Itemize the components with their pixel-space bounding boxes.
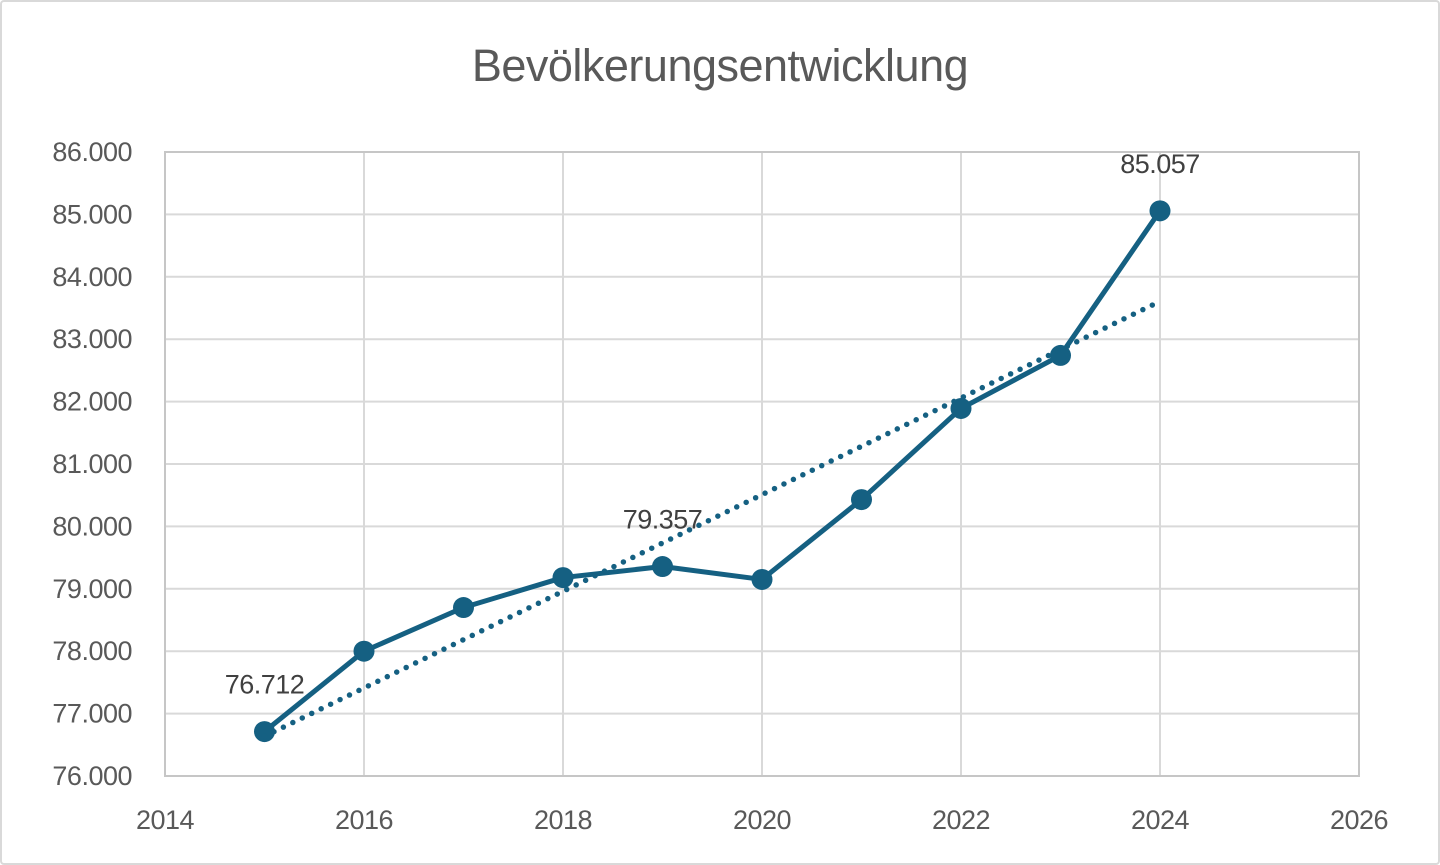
x-axis-tick-label: 2014 [136,805,195,835]
data-point-marker [552,567,574,589]
trendline-dotted [261,298,1163,740]
data-point-marker [1149,200,1171,222]
x-axis-tick-label: 2020 [733,805,791,835]
data-point-marker [254,721,275,743]
y-axis-tick-label: 77.000 [52,699,132,729]
data-point-marker [851,489,872,511]
x-axis-tick-label: 2026 [1330,805,1388,835]
y-axis-tick-label: 81.000 [52,449,132,479]
data-point-marker [353,640,375,662]
plot-area-border [164,151,1360,777]
x-axis-tick-label: 2018 [534,805,592,835]
data-point-label: 79.357 [623,505,703,535]
y-axis-tick-label: 84.000 [52,262,132,292]
data-point-marker [453,597,474,619]
y-axis-tick-label: 80.000 [52,511,132,541]
y-axis-tick-label: 85.000 [52,199,132,229]
data-point-label: 85.057 [1120,149,1200,179]
chart-title: Bevölkerungsentwicklung [471,40,969,91]
data-point-label: 76.712 [225,670,305,700]
y-axis-tick-label: 82.000 [52,387,132,417]
x-axis-tick-label: 2024 [1131,805,1190,835]
data-point-marker [751,568,773,590]
y-axis-tick-label: 86.000 [52,137,132,167]
y-axis-tick-label: 83.000 [52,324,132,354]
series-line [262,208,1163,735]
y-axis-tick-label: 78.000 [52,636,132,666]
data-point-marker [652,556,673,578]
y-axis-tick-label: 79.000 [52,574,132,604]
y-axis-tick-label: 76.000 [52,761,132,791]
x-axis-tick-label: 2016 [335,805,393,835]
x-axis-tick-label: 2022 [932,805,990,835]
